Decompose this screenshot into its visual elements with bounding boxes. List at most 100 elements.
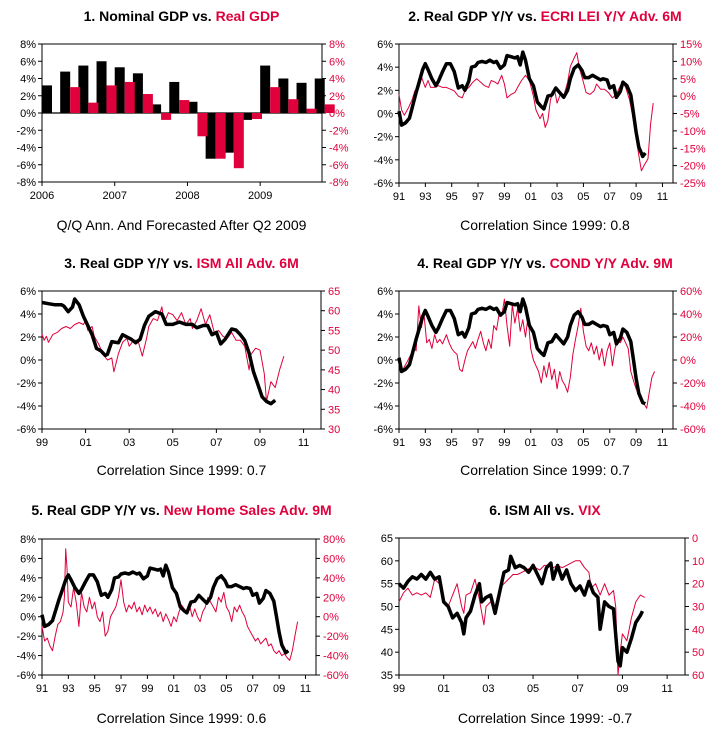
y-right-tick-label: 20% [323,592,345,604]
y-left-tick-label: 0% [377,109,393,121]
bar [223,113,234,153]
y-right-tick-label: 60% [323,553,345,565]
y-right-tick-label: 8% [329,39,345,51]
chart-title-primary: 2. Real GDP Y/Y vs. [408,8,541,24]
bar [151,104,162,113]
bar [114,67,125,113]
x-tick-label: 03 [123,437,135,449]
bar [60,71,71,113]
plot-frame [395,43,677,187]
series-line-primary [41,297,277,406]
x-tick-label: 99 [498,191,510,203]
y-left-tick-label: 6% [20,286,36,298]
y-left-tick-label: -2% [16,378,36,390]
x-tick-label: 99 [141,683,153,695]
bar [242,113,252,120]
x-tick-label: 99 [498,437,510,449]
y-left-tick-label: 0% [20,612,36,624]
x-tick-label: 05 [577,437,589,449]
x-tick-label: 01 [525,191,537,203]
series-line-primary [40,563,290,655]
bar [42,85,52,113]
x-tick-label: 99 [36,437,48,449]
y-right-tick-label: 40% [680,309,702,321]
y-left-tick-label: -6% [16,160,36,172]
y-left-tick-label: 0% [377,355,393,367]
x-tick-label: 09 [273,683,285,695]
chart-svg: 6% 4% 2% 0% -2% -4% -6% 60% 40% 20% 0% -20% -40% -60%… [373,286,706,449]
y-left-tick-label: 4% [377,309,393,321]
chart-panel-2: 2. Real GDP Y/Y vs. ECRI LEI Y/Y Adv. 6M… [363,0,727,245]
chart-footer: Correlation Since 1999: 0.7 [460,462,630,478]
y-right-tick-label: 30 [692,602,704,614]
chart-title: 3. Real GDP Y/Y vs. ISM All Adv. 6M [0,255,363,271]
y-left-tick-label: 6% [377,286,393,298]
y-left-tick-label: 55 [381,579,393,591]
bar [78,65,89,113]
x-tick-label: 09 [630,191,642,203]
chart-svg: 8% 6% 4% 2% 0% -2% -4% -6% 80% 60% 40% 20% 0% -20% -40… [16,534,349,695]
y-left-tick-label: 8% [20,39,36,51]
y-right-tick-label: -40% [680,401,706,413]
bar [169,81,180,113]
y-right-tick-label: 5% [680,74,696,86]
x-tick-label: 03 [551,437,563,449]
y-left-tick-label: 2% [377,332,393,344]
y-right-tick-label: 20 [692,579,704,591]
bar [324,104,335,113]
chart-panel-6: 6. ISM All vs. VIX Correlation Since 1999… [363,490,727,739]
chart-title-highlight: COND Y/Y Adv. 9M [549,255,673,271]
series-line-primary [397,50,647,159]
y-left-tick-label: 4% [377,62,393,74]
bar [278,78,289,113]
y-right-tick-label: -20% [680,161,706,173]
chart-title-primary: 5. Real GDP Y/Y vs. [31,502,164,518]
y-right-tick-label: 10% [680,56,702,68]
x-tick-label: 11 [657,191,668,203]
y-right-tick-label: 55 [328,325,340,337]
x-tick-label: 95 [89,683,101,695]
series-line-secondary [41,306,285,402]
y-right-tick-label: 20% [680,332,702,344]
y-right-tick-label: 2% [329,91,345,103]
x-tick-label: 93 [419,437,431,449]
bar [205,113,216,159]
y-right-tick-label: 60 [692,670,704,682]
bar [88,102,99,113]
y-left-tick-label: 6% [377,39,393,51]
bar-series-real [70,81,335,169]
y-left-tick-label: 65 [381,533,393,545]
x-tick-label: 01 [438,683,450,695]
chart-panel-5: 5. Real GDP Y/Y vs. New Home Sales Adv. … [0,490,363,739]
y-right-tick-label: -20% [323,631,349,643]
y-right-tick-label: 50 [328,345,340,357]
x-tick-label: 95 [446,191,458,203]
x-tick-label: 03 [194,683,206,695]
x-tick-label: 05 [167,437,179,449]
y-right-tick-label: 60% [680,286,702,298]
x-tick-label: 91 [36,683,48,695]
y-right-tick-label: -25% [680,178,706,190]
y-right-tick-label: -8% [329,177,349,189]
chart-title-primary: 3. Real GDP Y/Y vs. [64,255,197,271]
x-tick-label: 07 [247,683,259,695]
y-right-tick-label: 35 [328,404,340,416]
plot-frame [38,43,326,186]
bar [161,113,172,120]
chart-title-primary: 6. ISM All vs. [489,502,579,518]
y-right-tick-label: 0% [680,355,696,367]
bar [132,73,143,113]
chart-footer: Correlation Since 1999: -0.7 [457,710,633,726]
bar [179,100,190,113]
y-left-tick-label: -6% [373,178,393,190]
x-tick-label: 2008 [175,190,199,202]
x-tick-label: 91 [393,437,405,449]
series-line-secondary [41,548,299,661]
y-right-tick-label: 10 [692,556,704,568]
chart-title-highlight: VIX [578,502,601,518]
chart-title-highlight: New Home Sales Adv. 9M [163,502,332,518]
bar [124,81,135,113]
bar [70,87,81,113]
x-tick-label: 09 [254,437,266,449]
y-right-tick-label: -20% [680,378,706,390]
